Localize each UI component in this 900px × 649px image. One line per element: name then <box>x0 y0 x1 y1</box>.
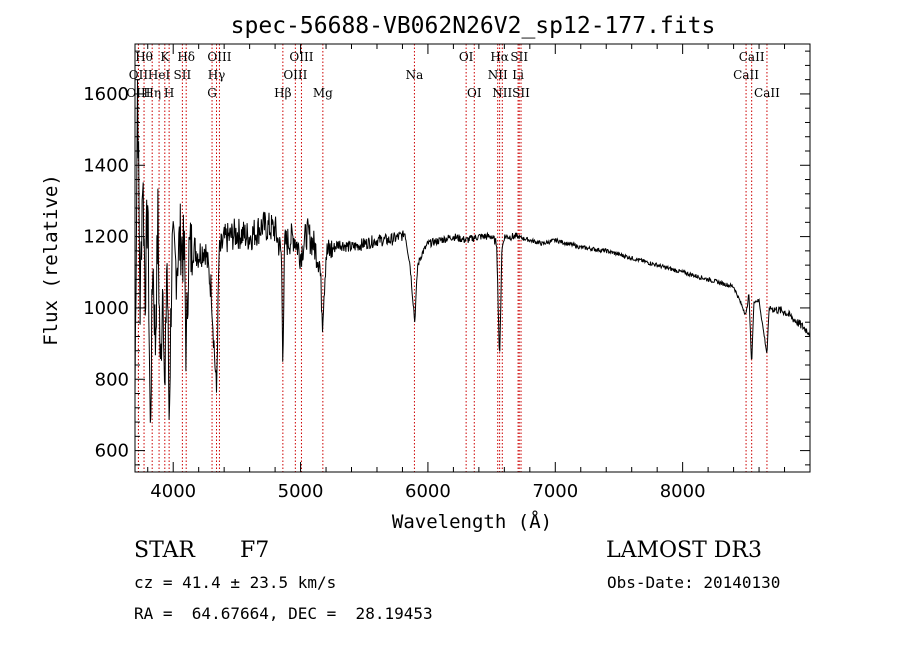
y-tick-label: 1600 <box>83 84 129 105</box>
y-tick-label: 1200 <box>83 227 129 248</box>
line-label: Hη <box>143 86 161 100</box>
line-label: SII <box>512 86 530 100</box>
survey-name: LAMOST DR3 <box>606 538 762 563</box>
line-label: OI <box>459 50 474 64</box>
y-tick-label: 800 <box>95 369 129 390</box>
line-label: OIII <box>283 68 307 82</box>
line-label: Hδ <box>177 50 195 64</box>
obs-date: Obs-Date: 20140130 <box>607 573 781 592</box>
line-label: Hβ <box>274 86 291 100</box>
line-label: Li <box>512 68 524 82</box>
line-label: SII <box>174 68 192 82</box>
line-label: NII <box>492 86 512 100</box>
line-label: SII <box>510 50 528 64</box>
line-markers <box>137 44 768 472</box>
spectral-subclass: F7 <box>240 538 270 563</box>
line-label: NII <box>488 68 508 82</box>
line-label: Mg <box>313 86 333 100</box>
line-label: K <box>160 50 170 64</box>
x-tick-label: 4000 <box>150 481 196 502</box>
coordinates: RA = 64.67664, DEC = 28.19453 <box>134 604 433 623</box>
x-tick-label: 5000 <box>278 481 324 502</box>
line-label: CaII <box>754 86 780 100</box>
line-label: OIII <box>207 50 231 64</box>
line-label: OII <box>129 68 149 82</box>
line-label: CaII <box>733 68 759 82</box>
x-axis-label: Wavelength (Å) <box>392 510 552 533</box>
x-tick-label: 6000 <box>405 481 451 502</box>
line-label: OIII <box>126 86 150 100</box>
spectrum-line <box>134 79 811 423</box>
redshift-text: cz = 41.4 ± 23.5 km/s <box>134 573 337 592</box>
line-label: Hα <box>490 50 509 64</box>
chart-title: spec-56688-VB062N26V2_sp12-177.fits <box>231 13 716 39</box>
line-label: HeI <box>148 68 171 82</box>
y-axis-ticks: 600 800 1000 1200 1400 1600 <box>83 50 810 466</box>
x-tick-label: 8000 <box>660 481 706 502</box>
line-label: G <box>207 86 217 100</box>
line-label: CaII <box>739 50 765 64</box>
line-label: Hθ <box>135 50 153 64</box>
y-tick-label: 600 <box>95 441 129 462</box>
line-label: H <box>164 86 174 100</box>
y-tick-label: 1400 <box>83 155 129 176</box>
line-label: Hγ <box>208 68 226 82</box>
y-tick-label: 1000 <box>83 298 129 319</box>
line-label: OI <box>467 86 482 100</box>
x-axis-ticks: 4000 5000 6000 7000 8000 <box>147 44 811 502</box>
y-axis-label: Flux (relative) <box>40 174 62 346</box>
object-class: STAR <box>134 538 195 563</box>
x-tick-label: 7000 <box>532 481 578 502</box>
line-label: Na <box>406 68 424 82</box>
plot-frame <box>134 43 811 473</box>
line-label: OIII <box>289 50 313 64</box>
